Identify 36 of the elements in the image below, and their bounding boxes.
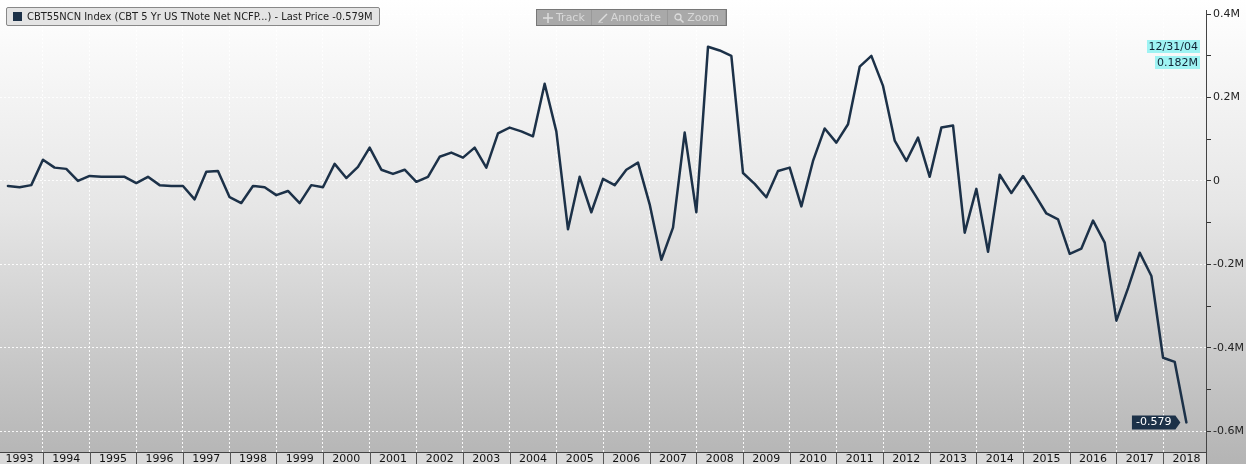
legend-label: CBT55NCN Index (CBT 5 Yr US TNote Net NCFP...) - Last Price -0.579M [27, 10, 373, 23]
x-tick-label: 2009 [752, 451, 781, 464]
x-tick-label: 1997 [192, 451, 221, 464]
annotation: -0.579 [1135, 415, 1172, 429]
x-tick-label: 2006 [612, 451, 641, 464]
x-tick-label: 2000 [332, 451, 361, 464]
x-tick-label: 2010 [799, 451, 828, 464]
x-tick-label: 2005 [565, 451, 594, 464]
x-tick-label: 2011 [845, 451, 874, 464]
y-tick-label: 0.2M [1213, 90, 1240, 104]
x-tick-label: 2016 [1079, 451, 1108, 464]
y-tick-label: 0.4M [1213, 7, 1240, 21]
x-tick-label: 1996 [145, 451, 174, 464]
x-tick-label: 2008 [705, 451, 734, 464]
x-tick-label: 1994 [52, 451, 81, 464]
y-tick-label: -0.2M [1213, 257, 1244, 271]
y-tick-label: 0 [1213, 173, 1220, 187]
x-tick-label: 2001 [378, 451, 407, 464]
y-tick-label: -0.4M [1213, 340, 1244, 354]
x-tick-label: 2002 [425, 451, 454, 464]
x-tick-label: 1999 [285, 451, 314, 464]
annotation: 0.182M [1155, 56, 1200, 69]
x-tick-label: 1998 [238, 451, 267, 464]
y-tick-label: -0.6M [1213, 424, 1244, 438]
x-tick-label: 1995 [98, 451, 127, 464]
x-tick-label: 2004 [518, 451, 547, 464]
x-tick-label: 2018 [1172, 451, 1201, 464]
x-tick-label: 2015 [1032, 451, 1061, 464]
x-tick-label: 1993 [5, 451, 34, 464]
x-tick-label: 2014 [985, 451, 1014, 464]
x-tick-label: 2013 [939, 451, 968, 464]
annotation: 12/31/04 [1146, 40, 1200, 53]
x-tick-label: 2007 [659, 451, 688, 464]
x-tick-label: 2003 [472, 451, 501, 464]
x-tick-label: 2017 [1125, 451, 1154, 464]
x-tick-label: 2012 [892, 451, 921, 464]
